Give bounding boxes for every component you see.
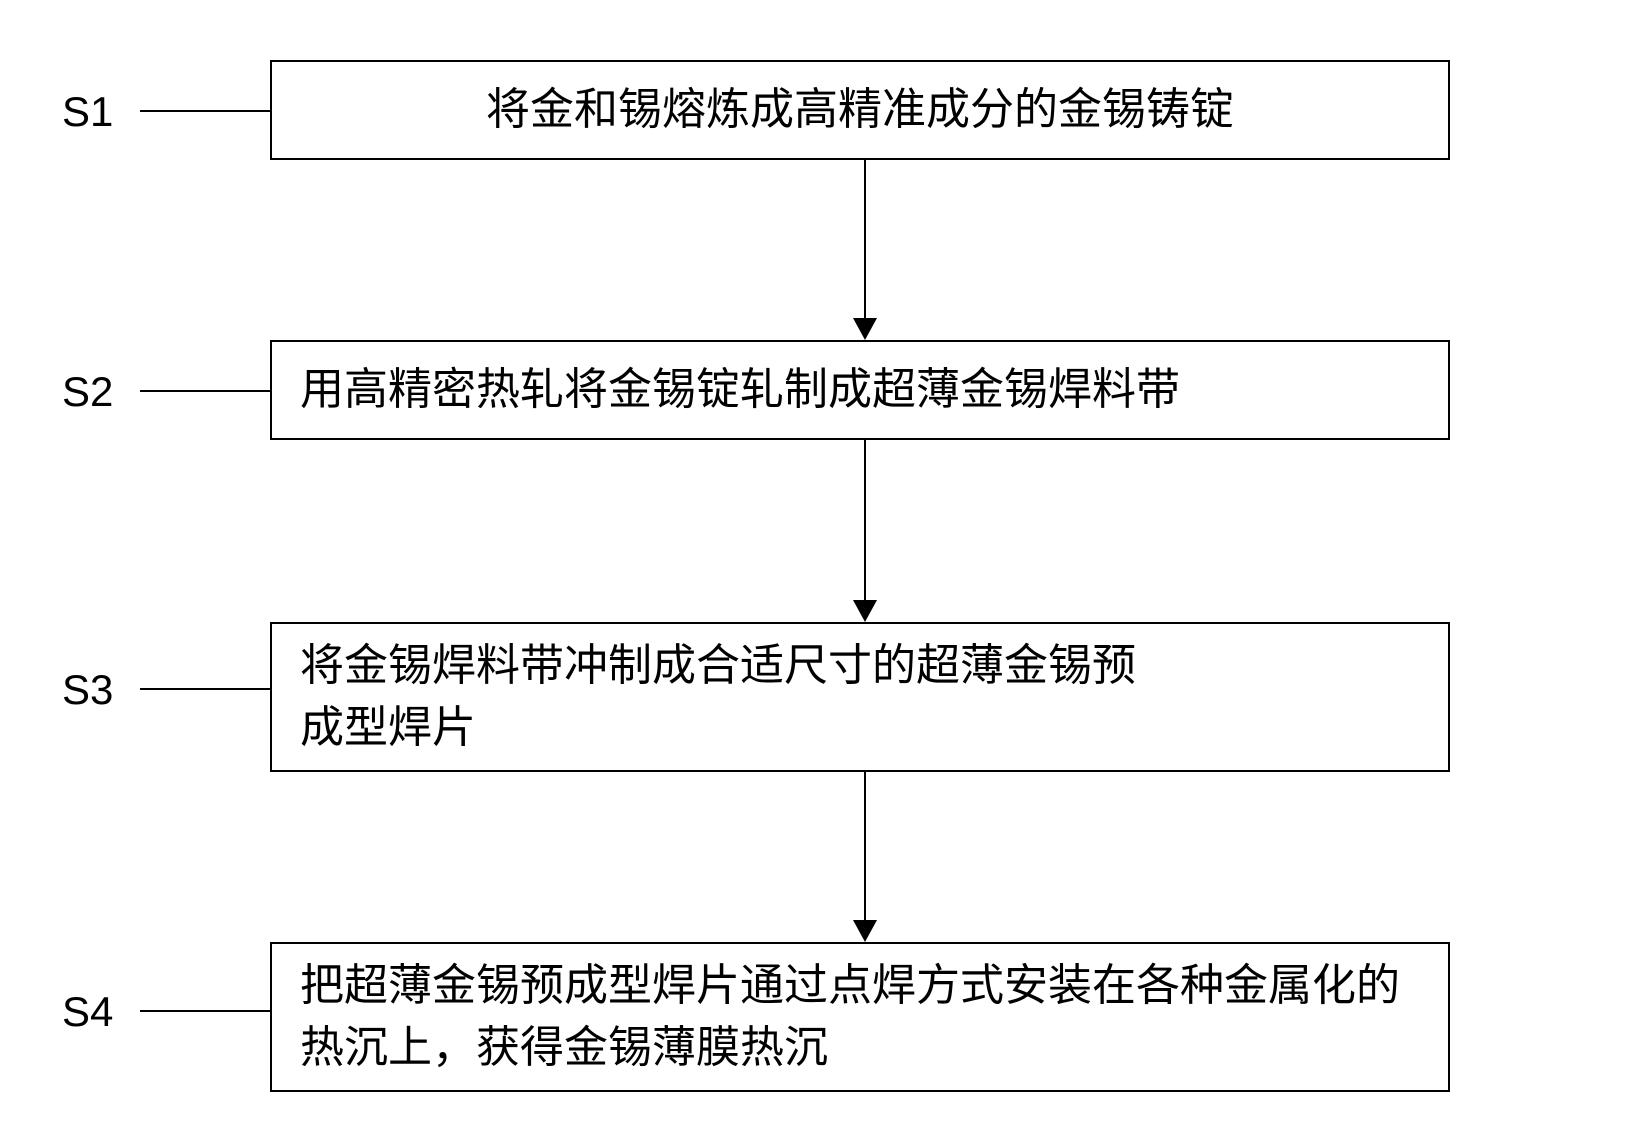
step-text-s1: 将金和锡熔炼成高精准成分的金锡铸锭 [486,79,1234,141]
step-text-s4: 把超薄金锡预成型焊片通过点焊方式安装在各种金属化的热沉上，获得金锡薄膜热沉 [300,955,1420,1078]
connector-line-s2 [140,390,270,392]
step-label-s2: S2 [62,368,113,416]
step-label-s4: S4 [62,988,113,1036]
step-text-s3: 将金锡焊料带冲制成合适尺寸的超薄金锡预成型焊片 [300,635,1170,758]
arrow-s2-s3 [853,440,877,622]
step-box-s2: 用高精密热轧将金锡锭轧制成超薄金锡焊料带 [270,340,1450,440]
connector-line-s1 [140,110,270,112]
arrow-s1-s2 [853,160,877,340]
step-box-s1: 将金和锡熔炼成高精准成分的金锡铸锭 [270,60,1450,160]
step-label-s1: S1 [62,88,113,136]
step-box-s3: 将金锡焊料带冲制成合适尺寸的超薄金锡预成型焊片 [270,622,1450,772]
connector-line-s3 [140,688,270,690]
connector-line-s4 [140,1010,270,1012]
step-box-s4: 把超薄金锡预成型焊片通过点焊方式安装在各种金属化的热沉上，获得金锡薄膜热沉 [270,942,1450,1092]
arrow-s3-s4 [853,772,877,942]
step-text-s2: 用高精密热轧将金锡锭轧制成超薄金锡焊料带 [300,359,1180,421]
step-label-s3: S3 [62,666,113,714]
